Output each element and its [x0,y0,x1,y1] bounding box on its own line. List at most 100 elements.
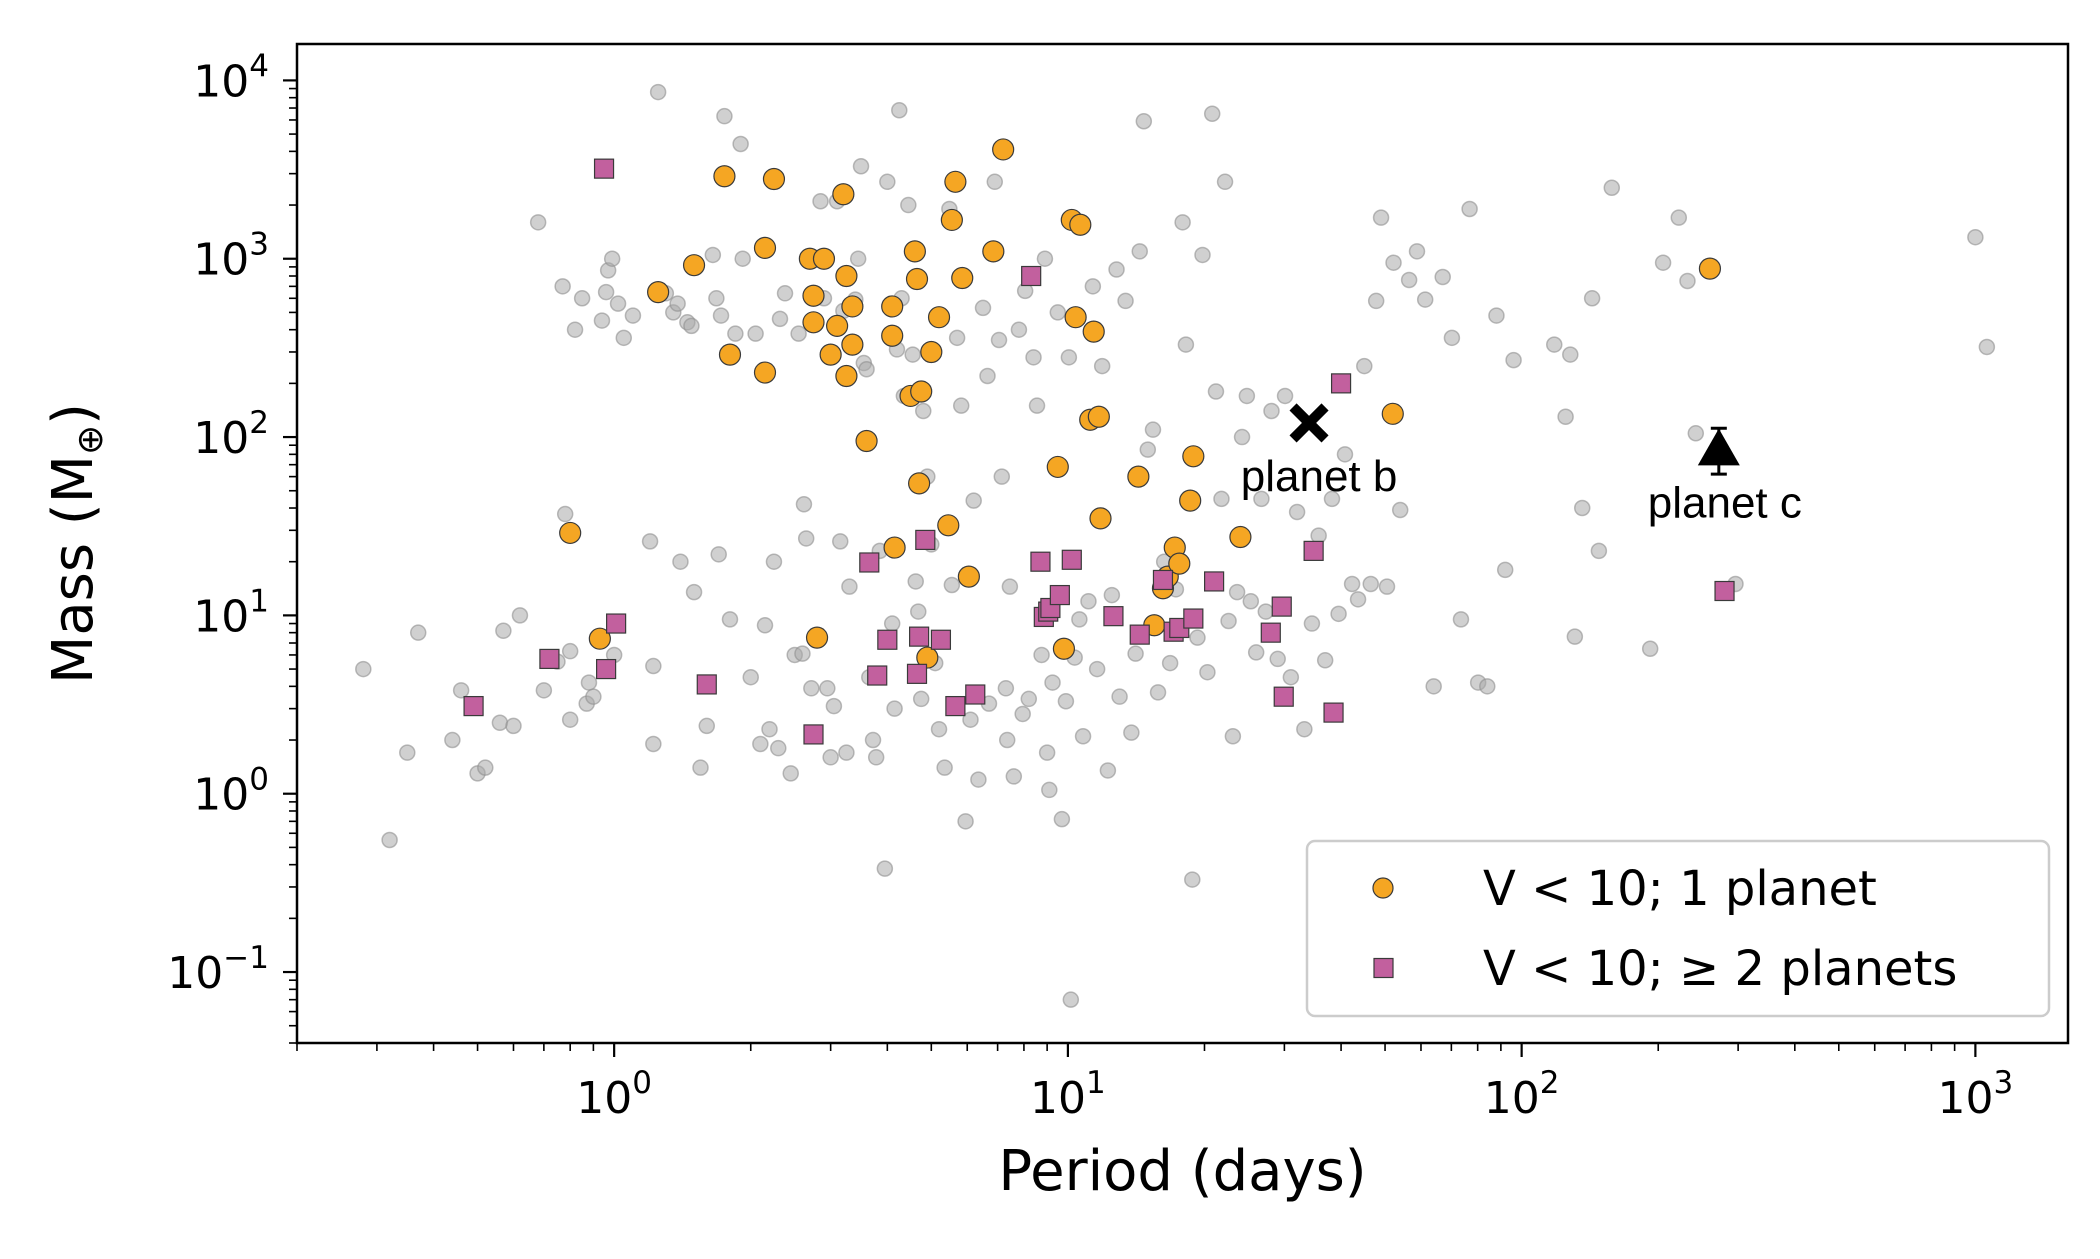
multi-planet-point [1183,608,1204,629]
background-point [535,682,553,699]
background-point [554,278,571,295]
background-point [812,193,829,210]
background-point [609,295,627,312]
legend-marker-square [1373,957,1394,979]
background-point [841,578,858,595]
background-point [511,607,529,624]
background-point [879,173,896,191]
multi-planet-point [606,613,627,634]
background-point [561,711,579,728]
background-point [1005,768,1023,785]
background-point [1084,278,1102,295]
background-point [1378,578,1396,595]
background-point [1282,668,1300,686]
multi-planet-point [696,674,717,695]
background-point [1216,173,1234,191]
single-planet-point [905,267,929,291]
background-point [566,321,584,338]
background-point [1434,268,1451,286]
background-point [1416,291,1434,308]
single-planet-point [940,208,963,232]
background-point [734,250,751,267]
background-point [797,530,815,547]
multi-planet-point [945,695,966,717]
single-planet-point [1229,525,1252,549]
single-planet-point [647,280,670,304]
background-point [645,735,662,753]
single-planet-point [1046,455,1069,479]
background-point [1001,578,1019,595]
single-planet-point [937,514,960,537]
background-point [822,749,839,766]
background-point [1247,644,1265,661]
background-point [491,714,509,731]
multi-planet-point [1714,580,1735,602]
multi-planet-point [593,158,615,179]
background-point [1296,720,1313,738]
background-point [1323,490,1341,508]
background-point [943,576,961,594]
background-point [1139,441,1157,458]
background-point [979,367,996,385]
background-point [1025,349,1042,366]
background-point [1288,503,1306,521]
background-point [355,660,372,678]
background-point [1044,674,1061,691]
background-point [770,739,787,757]
background-point [867,749,885,766]
highlighted-planets-group: planet b planet c [1241,403,1802,528]
background-point [603,250,621,267]
background-point [452,682,470,699]
multi-planet-point [463,695,484,717]
single-planet-point [812,247,836,270]
background-point [1496,561,1514,579]
single-planet-point [841,333,864,356]
background-point [1108,261,1125,278]
background-point [1033,646,1050,664]
background-point [915,402,932,420]
single-planet-point [992,138,1015,161]
background-point [1343,575,1361,593]
background-point [1573,499,1591,517]
background-point [732,135,749,153]
background-point [1049,304,1067,321]
background-point [1505,351,1522,369]
single-planet-point [957,565,980,588]
legend-label: V < 10; 1 planet [1483,861,1877,917]
background-point [1057,692,1075,710]
background-point [597,283,615,301]
multi-planet-point [915,529,936,551]
planet-b-marker [1289,403,1329,443]
single-planet-point [927,306,951,329]
background-point [1583,290,1601,307]
background-point [580,674,598,691]
background-point [1269,650,1286,668]
background-point [952,397,970,414]
multi-planet-point [1129,624,1150,645]
background-point [669,295,686,312]
x-tick-label: 103 [1938,1065,2014,1124]
single-planet-point [951,266,974,290]
background-point [1041,781,1058,799]
background-point [1224,727,1242,745]
background-point [1641,640,1659,657]
multi-planet-points-group [463,158,1735,745]
background-point [1010,321,1028,338]
multi-planet-point [1271,596,1292,617]
background-point [1443,329,1461,347]
background-point [1103,586,1121,604]
background-point [1117,292,1134,310]
background-point [529,214,547,231]
background-point [900,196,917,214]
background-point [965,492,982,509]
legend-label: V < 10; ≥ 2 planets [1483,941,1957,997]
single-planet-point [588,627,611,650]
single-planet-point [1052,637,1076,660]
single-planet-point [713,165,736,188]
background-point [1060,349,1078,366]
single-planet-point [1179,489,1202,512]
multi-planet-point [930,629,952,650]
background-point [685,583,703,601]
single-planet-point [753,236,777,260]
